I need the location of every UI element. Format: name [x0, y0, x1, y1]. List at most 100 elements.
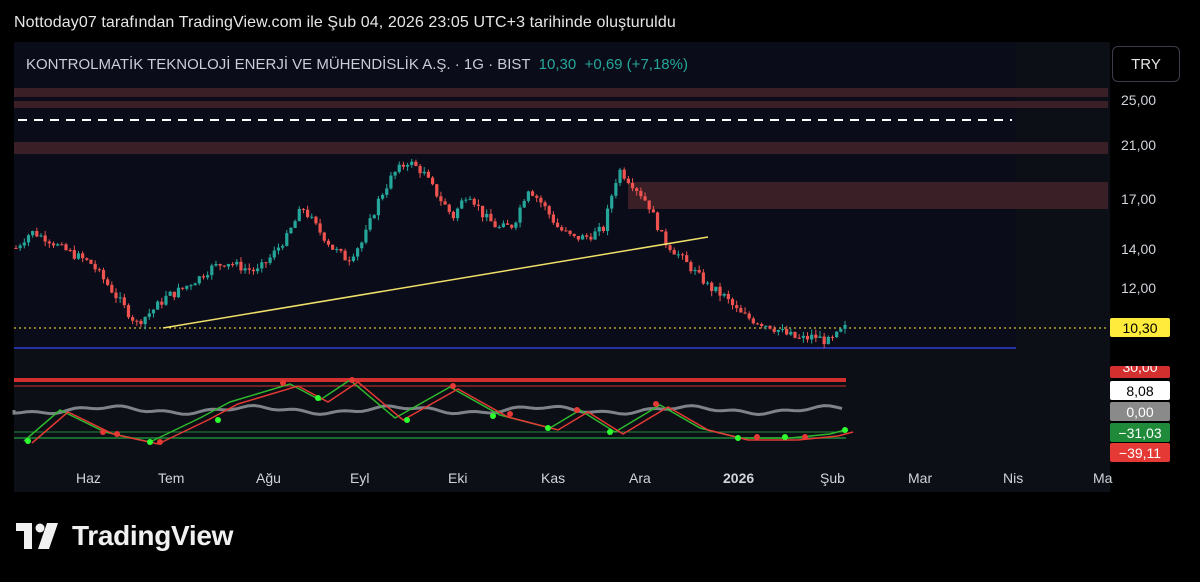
candle-body: [122, 297, 126, 306]
candle-body: [385, 188, 389, 195]
candle-body: [301, 208, 306, 210]
candle-body: [268, 257, 272, 263]
candle-body: [651, 209, 655, 213]
candle-body: [530, 191, 535, 196]
candle-body: [168, 291, 172, 296]
candle-body: [664, 231, 668, 246]
candle-body: [460, 200, 464, 209]
candle-body: [355, 248, 360, 257]
candle-body: [289, 227, 293, 234]
indicator-lower-tag: −31,03: [1110, 423, 1170, 442]
candle-body: [201, 276, 206, 278]
candle-body: [585, 235, 589, 237]
candle-body: [281, 245, 285, 248]
candle-body: [710, 282, 714, 292]
indicator-overbought-band: [14, 378, 846, 382]
candle-body: [85, 258, 89, 260]
time-axis-label: Ma: [1093, 470, 1113, 486]
candle-body: [489, 213, 493, 222]
candle-body: [447, 204, 451, 212]
candle-body: [743, 312, 747, 314]
candle-body: [368, 218, 372, 230]
signal-dot: [782, 434, 788, 440]
candle-body: [805, 335, 810, 340]
candle-body: [231, 263, 235, 265]
candle-body: [76, 253, 81, 259]
candle-body: [680, 254, 685, 256]
candle-body: [668, 245, 672, 250]
candle-body: [630, 183, 635, 189]
signal-dot: [349, 377, 355, 383]
candle-body: [297, 208, 301, 222]
symbol-interval[interactable]: 1G: [463, 56, 484, 73]
candle-body: [501, 223, 506, 228]
candle-body: [522, 200, 526, 208]
signal-dot: [507, 411, 513, 417]
candle-body: [764, 325, 768, 327]
candle-body: [401, 164, 406, 167]
candle-body: [106, 279, 110, 285]
indicator-top-tag: 30,00: [1110, 366, 1170, 378]
candle-body: [164, 295, 168, 305]
candle-body: [343, 250, 347, 261]
candle-body: [660, 229, 664, 232]
candle-body: [618, 169, 622, 184]
candle-body: [451, 211, 456, 219]
candle-body: [331, 244, 335, 250]
candle-body: [580, 235, 585, 240]
candle-body: [14, 248, 18, 249]
candle-body: [322, 232, 326, 241]
tradingview-logo-icon: [16, 523, 58, 549]
candle-body: [789, 331, 793, 335]
candle-body: [726, 293, 730, 300]
symbol-exchange: BIST: [497, 56, 531, 73]
candle-body: [643, 196, 647, 201]
candle-body: [751, 318, 755, 324]
candle-body: [718, 286, 722, 296]
indicator-zero-tag: 0,00: [1110, 402, 1170, 421]
candle-body: [693, 269, 697, 272]
candle-body: [622, 169, 626, 179]
candle-body: [535, 195, 539, 198]
time-axis-label: Ağu: [256, 470, 281, 486]
currency-button[interactable]: TRY: [1112, 46, 1180, 82]
candle-body: [239, 261, 243, 271]
candle-body: [276, 247, 281, 251]
candle-body: [493, 221, 497, 228]
symbol-price: 10,30: [538, 56, 577, 73]
candle-body: [31, 231, 35, 236]
candle-body: [339, 249, 343, 251]
chart-caption: Nottoday07 tarafından TradingView.com il…: [14, 14, 676, 31]
time-axis-label: 2026: [723, 470, 755, 486]
signal-dot: [157, 439, 163, 445]
candle-body: [314, 216, 318, 224]
candle-body: [414, 161, 418, 166]
candle-body: [539, 197, 543, 203]
price-axis-label: 21,00: [1121, 137, 1157, 153]
candle-body: [389, 175, 393, 189]
candle-body: [189, 285, 193, 287]
candle-body: [397, 164, 401, 172]
candle-body: [310, 216, 314, 218]
candle-body: [801, 335, 805, 338]
signal-dot: [574, 407, 580, 413]
candle-body: [826, 336, 830, 345]
price-axis-label: 12,00: [1121, 280, 1157, 296]
candle-body: [60, 244, 64, 246]
candle-body: [393, 171, 397, 176]
candle-body: [372, 215, 376, 219]
signal-dot: [147, 439, 153, 445]
candle-body: [605, 208, 610, 232]
signal-dot: [114, 431, 120, 437]
candle-body: [755, 323, 760, 325]
candle-body: [576, 235, 580, 240]
candle-body: [714, 286, 718, 292]
price-axis-label: 25,00: [1121, 92, 1157, 108]
time-axis-label: Eyl: [350, 470, 370, 486]
candle-body: [647, 200, 651, 210]
candle-body: [197, 276, 201, 284]
candle-body: [818, 336, 822, 338]
candle-body: [97, 269, 101, 271]
resistance-zone: [14, 101, 1108, 108]
